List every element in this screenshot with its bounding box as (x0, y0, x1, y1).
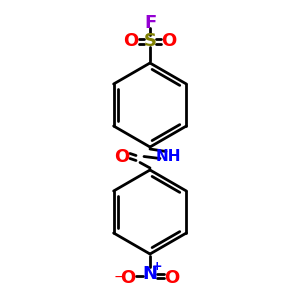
Text: O: O (164, 269, 180, 287)
Text: F: F (144, 14, 156, 32)
Text: NH: NH (155, 149, 181, 164)
Text: −: − (113, 270, 125, 284)
Text: N: N (142, 265, 158, 283)
Text: +: + (152, 260, 162, 274)
Text: O: O (123, 32, 139, 50)
Text: S: S (143, 32, 157, 50)
Text: O: O (114, 148, 130, 166)
Text: O: O (120, 269, 136, 287)
Text: O: O (161, 32, 177, 50)
